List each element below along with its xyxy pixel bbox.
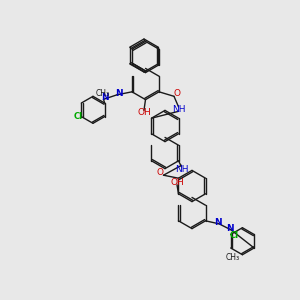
Text: Cl: Cl	[73, 112, 82, 121]
Text: O: O	[173, 89, 181, 98]
Text: NH: NH	[172, 105, 185, 114]
Text: CH₃: CH₃	[225, 253, 239, 262]
Text: N: N	[115, 89, 122, 98]
Text: N: N	[101, 93, 109, 102]
Text: O: O	[156, 168, 164, 177]
Text: OH: OH	[137, 108, 151, 117]
Text: OH: OH	[170, 178, 184, 187]
Text: N: N	[214, 218, 221, 227]
Text: NH: NH	[176, 165, 189, 174]
Text: N: N	[226, 224, 233, 233]
Text: Cl: Cl	[230, 232, 239, 241]
Text: CH₃: CH₃	[95, 89, 110, 98]
